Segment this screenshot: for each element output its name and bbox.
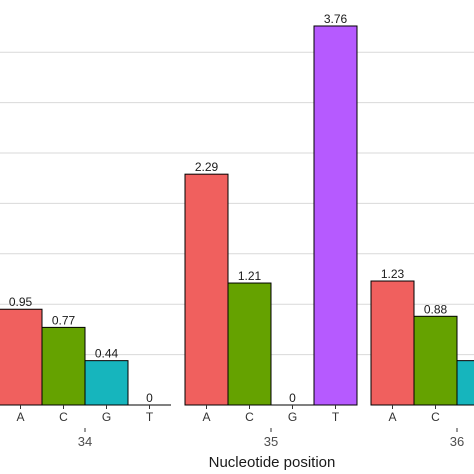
nucleotide-tick-label: T <box>146 410 154 424</box>
position-tick-label: 34 <box>78 434 92 449</box>
value-label: 1.21 <box>238 269 262 283</box>
value-label: 0.77 <box>52 313 76 327</box>
position-tick-label: 36 <box>450 434 464 449</box>
bar-35-C <box>228 283 271 405</box>
nucleotide-tick-label: C <box>59 410 68 424</box>
value-label: 1.23 <box>381 267 405 281</box>
bar-34-C <box>42 327 85 405</box>
bar-34-A <box>0 309 42 405</box>
bar-34-G <box>85 361 128 405</box>
nucleotide-tick-label: A <box>388 410 396 424</box>
x-axis-title: Nucleotide position <box>209 454 336 471</box>
bar-35-T <box>314 26 357 405</box>
position-tick-label: 35 <box>264 434 278 449</box>
nucleotide-tick-label: C <box>245 410 254 424</box>
bar-35-A <box>185 174 228 405</box>
nucleotide-tick-label: C <box>431 410 440 424</box>
bar-36-A <box>371 281 414 405</box>
value-label: 0.95 <box>9 295 33 309</box>
bar-36-G <box>457 361 474 405</box>
nucleotide-tick-label: G <box>288 410 297 424</box>
nucleotide-tick-label: A <box>202 410 210 424</box>
value-label: 2.29 <box>195 160 219 174</box>
value-label: 0 <box>146 391 153 405</box>
x-axis: ACGT34ACGT35ACG36 <box>16 405 474 449</box>
value-label: 3.76 <box>324 12 348 26</box>
nucleotide-tick-label: G <box>102 410 111 424</box>
value-label: 0 <box>289 391 296 405</box>
bars <box>0 26 474 405</box>
value-label: 0.44 <box>95 347 119 361</box>
nucleotide-tick-label: T <box>332 410 340 424</box>
value-label: 0.88 <box>424 302 448 316</box>
nucleotide-tick-label: A <box>16 410 24 424</box>
bar-36-C <box>414 316 457 405</box>
